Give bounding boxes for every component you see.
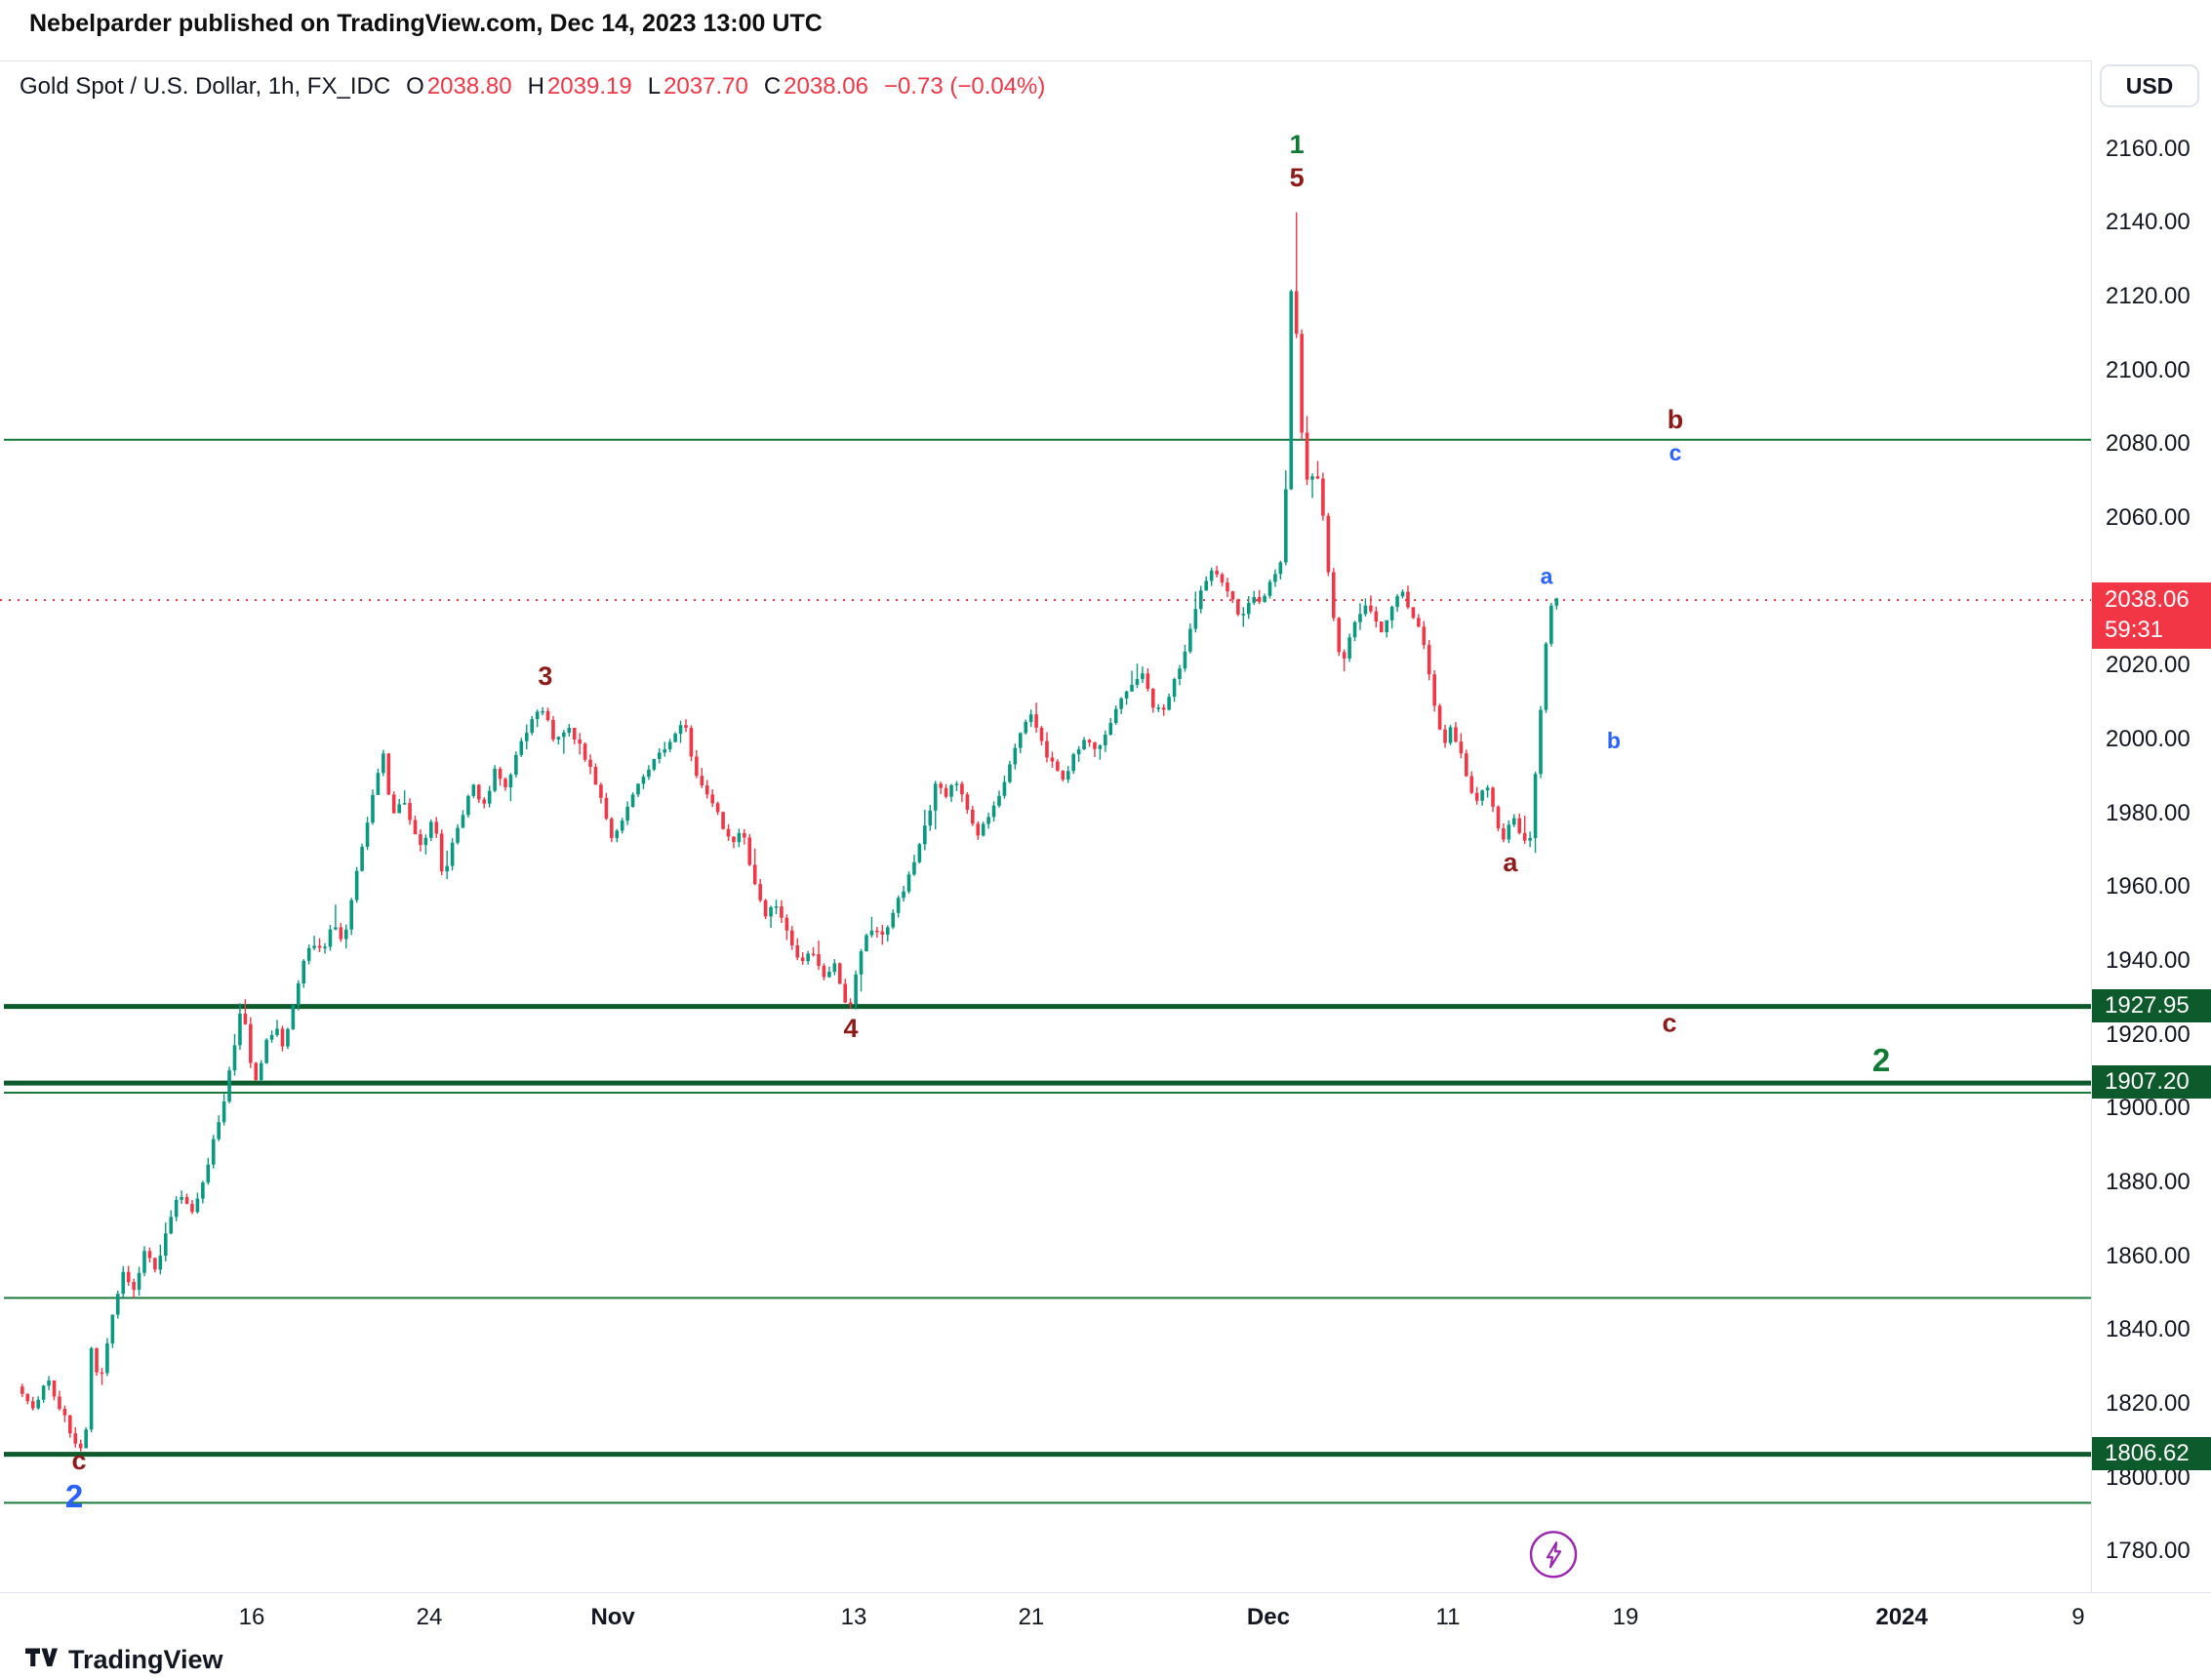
symbol-title: Gold Spot / U.S. Dollar, 1h, FX_IDC <box>20 73 391 100</box>
level-price-badge: 1806.62 <box>2092 1436 2211 1470</box>
ohlc-open: O 2038.80 <box>406 73 511 100</box>
time-tick-label: Dec <box>1246 1604 1290 1630</box>
time-tick-label: 19 <box>1612 1604 1639 1630</box>
wave-label[interactable]: 5 <box>1290 163 1305 192</box>
wave-label[interactable]: c <box>1669 440 1682 465</box>
last-price-value: 2038.06 <box>2105 586 2190 614</box>
price-tick-label: 1780.00 <box>2106 1538 2191 1565</box>
ohlc-high: H 2039.19 <box>528 73 632 100</box>
time-tick-label: 2024 <box>1875 1604 1928 1630</box>
chart-legend: Gold Spot / U.S. Dollar, 1h, FX_IDC O 203… <box>20 73 1045 100</box>
price-tick-label: 2000.00 <box>2106 726 2191 753</box>
time-tick-label: 24 <box>416 1604 443 1630</box>
ohlc-low: L 2037.70 <box>648 73 748 100</box>
price-tick-label: 1880.00 <box>2106 1169 2191 1196</box>
price-tick-label: 1980.00 <box>2106 799 2191 826</box>
price-tick-label: 1840.00 <box>2106 1316 2191 1343</box>
close-label: C <box>763 73 782 100</box>
level-price-badge: 1927.95 <box>2092 988 2211 1022</box>
open-value: 2038.80 <box>426 73 512 100</box>
time-tick-label: 13 <box>840 1604 867 1630</box>
high-label: H <box>527 73 544 100</box>
wave-label[interactable]: 4 <box>843 1014 858 1043</box>
currency-button[interactable]: USD <box>2100 64 2199 107</box>
price-tick-label: 1940.00 <box>2106 947 2191 975</box>
time-tick-label: 9 <box>2071 1604 2085 1630</box>
time-tick-label: Nov <box>590 1604 635 1630</box>
wave-label[interactable]: a <box>1503 848 1518 877</box>
price-tick-label: 1900.00 <box>2106 1095 2191 1122</box>
wave-label[interactable]: a <box>1541 564 1553 589</box>
close-value: 2038.06 <box>784 73 868 100</box>
price-tick-label: 2080.00 <box>2106 430 2191 458</box>
footer-brand: TradingView <box>25 1645 223 1675</box>
low-label: L <box>647 73 662 100</box>
price-tick-label: 1820.00 <box>2106 1390 2191 1418</box>
level-price-badge: 1907.20 <box>2092 1065 2211 1100</box>
high-value: 2039.19 <box>546 73 632 100</box>
wave-label[interactable]: 3 <box>538 661 552 691</box>
price-tick-label: 2160.00 <box>2106 135 2191 162</box>
change-value: −0.73 (−0.04%) <box>883 73 1046 100</box>
wave-label[interactable]: c <box>1662 1009 1676 1038</box>
ohlc-close: C 2038.06 <box>764 73 868 100</box>
last-price-badge: 2038.06 59:31 <box>2092 582 2211 650</box>
bar-countdown: 59:31 <box>2105 617 2164 644</box>
wave-label[interactable]: 1 <box>1290 130 1305 159</box>
price-tick-label: 2020.00 <box>2106 652 2191 679</box>
tradingview-logo-text[interactable]: TradingView <box>68 1645 223 1674</box>
price-tick-label: 1960.00 <box>2106 873 2191 900</box>
time-tick-label: 16 <box>238 1604 265 1630</box>
open-label: O <box>406 73 424 100</box>
wave-label[interactable]: b <box>1668 405 1684 434</box>
price-tick-label: 2140.00 <box>2106 209 2191 236</box>
time-tick-label: 21 <box>1018 1604 1045 1630</box>
time-axis[interactable]: 16 24 Nov 13 21 Dec 11 19 2024 9 <box>0 1592 2211 1643</box>
lightning-icon[interactable] <box>1529 1531 1578 1579</box>
wave-label[interactable]: 2 <box>65 1478 83 1514</box>
wave-label[interactable]: b <box>1607 728 1621 753</box>
low-value: 2037.70 <box>663 73 748 100</box>
candlestick-series <box>20 212 1559 1452</box>
price-tick-label: 1920.00 <box>2106 1020 2191 1048</box>
header-attribution: Nebelparder published on TradingView.com… <box>29 10 823 37</box>
tradingview-logo-icon[interactable] <box>25 1645 59 1675</box>
price-tick-label: 2120.00 <box>2106 283 2191 310</box>
price-tick-label: 1860.00 <box>2106 1242 2191 1269</box>
wave-label[interactable]: c <box>71 1446 86 1475</box>
price-tick-label: 2060.00 <box>2106 504 2191 532</box>
price-axis[interactable]: USD 2160.00 2140.00 2120.00 2100.00 2080.00 2… <box>2091 60 2211 1592</box>
wave-label[interactable]: 2 <box>1872 1042 1890 1078</box>
time-tick-label: 11 <box>1435 1604 1461 1630</box>
price-tick-label: 2100.00 <box>2106 356 2191 383</box>
